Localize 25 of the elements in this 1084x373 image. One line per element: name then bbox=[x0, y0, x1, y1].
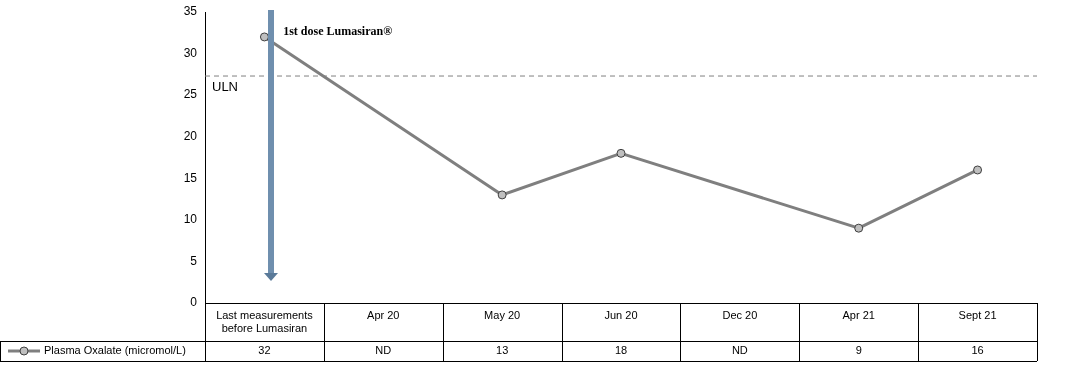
ref-line-label: ULN bbox=[212, 79, 239, 95]
y-tick-label: 0 bbox=[190, 295, 198, 310]
y-tick-label: 30 bbox=[183, 45, 198, 60]
data-label: 32 bbox=[258, 344, 271, 357]
data-label: 13 bbox=[496, 344, 509, 357]
data-label: 9 bbox=[855, 344, 862, 357]
y-tick-label: 15 bbox=[183, 170, 198, 185]
legend-label: Plasma Oxalate (micromol/L) bbox=[44, 344, 186, 357]
y-tick-label: 35 bbox=[183, 4, 198, 19]
text: ND bbox=[731, 344, 748, 357]
y-tick-label: 5 bbox=[190, 253, 198, 268]
x-tick-label: Apr 21 bbox=[842, 308, 875, 321]
x-tick-label: Sept 21 bbox=[958, 308, 997, 321]
x-tick-label: May 20 bbox=[484, 308, 521, 321]
x-tick-label: Apr 20 bbox=[367, 308, 400, 321]
y-tick-label: 25 bbox=[183, 87, 198, 102]
x-tick-label: Dec 20 bbox=[722, 308, 758, 321]
y-tick-label: 20 bbox=[183, 129, 198, 144]
annotation: 1st dose Lumasiran® bbox=[283, 24, 393, 39]
x-tick-label: Jun 20 bbox=[604, 308, 638, 321]
x-tick-label: Last measurements before Lumasiran bbox=[216, 308, 314, 334]
data-label: 16 bbox=[971, 344, 984, 357]
y-tick-label: 10 bbox=[183, 212, 198, 227]
data-label: 18 bbox=[614, 344, 628, 357]
text: ND bbox=[375, 344, 392, 357]
